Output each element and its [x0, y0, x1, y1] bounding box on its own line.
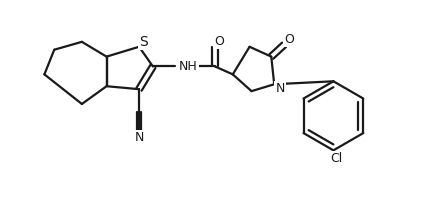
- Text: O: O: [284, 33, 294, 46]
- Text: NH: NH: [179, 60, 198, 73]
- Text: O: O: [214, 35, 224, 48]
- Text: N: N: [134, 131, 144, 144]
- Text: Cl: Cl: [330, 152, 343, 165]
- Text: S: S: [139, 35, 147, 49]
- Text: N: N: [276, 82, 285, 95]
